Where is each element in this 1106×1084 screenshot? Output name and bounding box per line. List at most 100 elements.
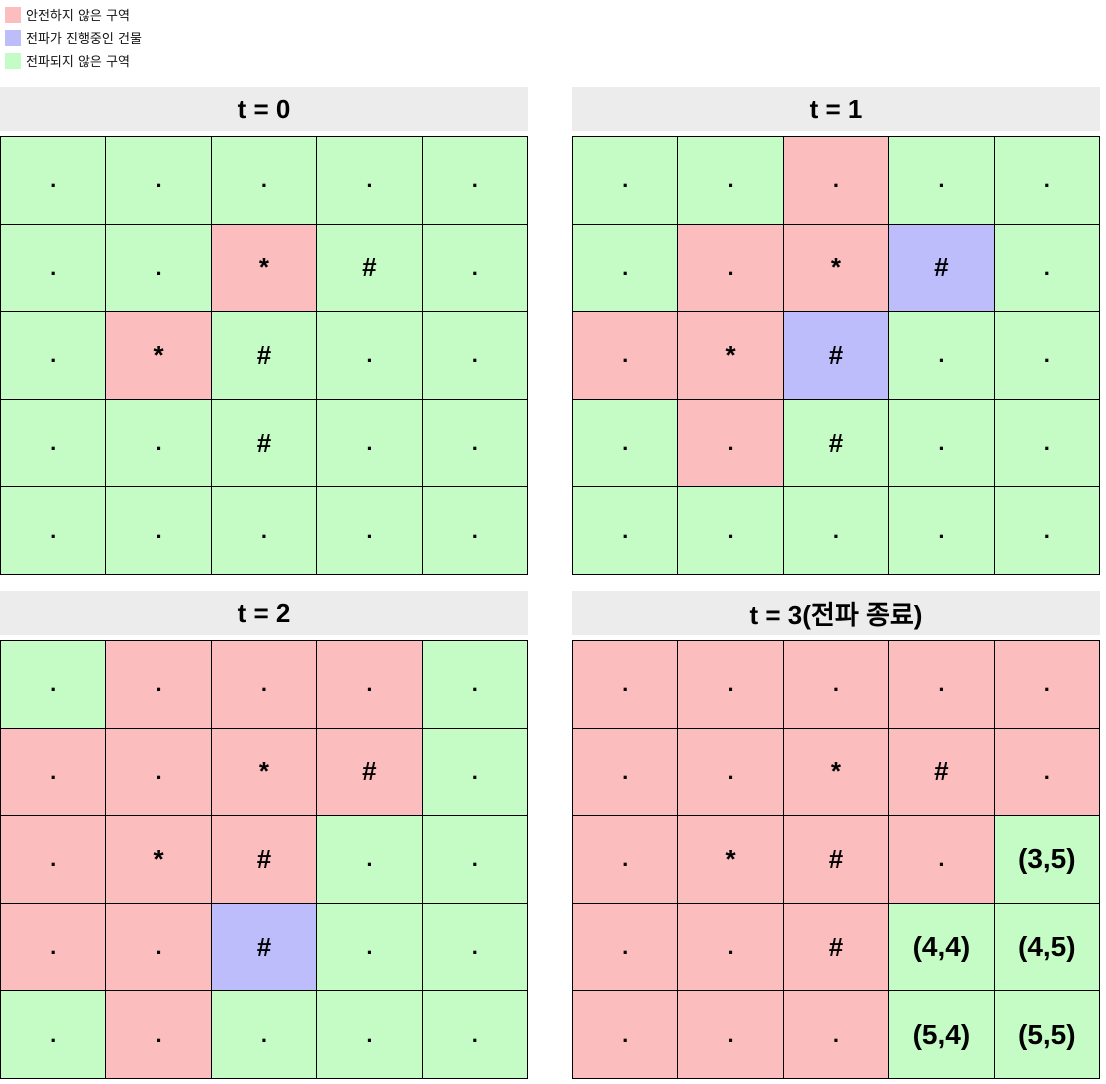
grid-cell-r1-c1: . [573, 641, 679, 729]
grid-cell-r1-c1: . [573, 137, 679, 225]
grid-cell-r1-c1: . [1, 641, 107, 729]
grid-cell-r1-c3: . [783, 137, 890, 225]
grid-cell-r1-c2: . [106, 641, 212, 729]
grid-cell-r3-c2: * [678, 312, 784, 400]
grid-cell-r4-c4: (4,4) [889, 903, 995, 992]
grid-cell-r3-c5: . [422, 816, 528, 904]
grid-cell-r5-c2: . [678, 991, 784, 1079]
panel-t3: t = 3(전파 종료) ....... * #.. * #. (3,5).. # (4,4)… [572, 591, 1100, 1079]
grid-cell-r2-c3: * [211, 224, 318, 313]
grid-cell-r5-c5: . [422, 991, 528, 1079]
grid-cell-r1-c1: . [1, 137, 107, 225]
legend-label-unsafe: 안전하지 않은 구역 [26, 9, 130, 24]
grid-cell-r2-c4: # [889, 728, 995, 817]
grid-cell-r3-c5: (3,5) [994, 816, 1100, 904]
grid-cell-r5-c4: . [317, 487, 423, 575]
grid-cell-r3-c1: . [573, 816, 679, 904]
grid-cell-r4-c3: # [783, 399, 890, 488]
grid-cell-r2-c5: . [422, 224, 528, 313]
grid-cell-r3-c4: . [889, 816, 995, 904]
grid-cell-r4-c3: # [783, 903, 890, 992]
grid-cell-r2-c4: # [317, 224, 423, 313]
grid-cell-r5-c5: . [994, 487, 1100, 575]
grid-cell-r5-c1: . [573, 991, 679, 1079]
grid-cell-r2-c1: . [1, 224, 107, 313]
grid-cell-r5-c1: . [573, 487, 679, 575]
grid-cell-r1-c5: . [994, 641, 1100, 729]
grid-cell-r3-c1: . [1, 816, 107, 904]
grid-cell-r2-c2: . [678, 224, 784, 313]
grid: ....... * #.. * #.... #....... [572, 136, 1100, 575]
grid-cell-r4-c5: . [422, 399, 528, 488]
panel-title: t = 1 [572, 87, 1100, 131]
grid-cell-r2-c5: . [422, 728, 528, 817]
legend: 안전하지 않은 구역 전파가 진행중인 건물 전파되지 않은 구역 [5, 3, 142, 72]
grid-cell-r4-c2: . [678, 399, 784, 488]
grid-cell-r5-c2: . [106, 487, 212, 575]
grid-cell-r3-c1: . [573, 312, 679, 400]
grid-cell-r2-c2: . [678, 728, 784, 817]
legend-swatch-unsafe [5, 6, 21, 23]
grid-cell-r2-c3: * [783, 224, 890, 313]
grid-cell-r4-c5: (4,5) [994, 903, 1100, 992]
grid-cell-r2-c1: . [1, 728, 107, 817]
grid-cell-r2-c1: . [573, 224, 679, 313]
grid-cell-r2-c4: # [317, 728, 423, 817]
grid-cell-r4-c1: . [1, 903, 107, 992]
grid-cell-r4-c5: . [422, 903, 528, 992]
grid-cell-r4-c4: . [317, 399, 423, 488]
grid-cell-r4-c2: . [678, 903, 784, 992]
grid-cell-r5-c3: . [783, 487, 890, 575]
grid-cell-r2-c4: # [889, 224, 995, 313]
grid-cell-r4-c1: . [573, 399, 679, 488]
grid-cell-r1-c5: . [994, 137, 1100, 225]
grid-cell-r3-c2: * [678, 816, 784, 904]
grid-cell-r1-c2: . [678, 137, 784, 225]
grid-cell-r4-c5: . [994, 399, 1100, 488]
grid-cell-r1-c4: . [889, 137, 995, 225]
grid-cell-r5-c4: . [889, 487, 995, 575]
grid-cell-r4-c2: . [106, 903, 212, 992]
grid-cell-r1-c3: . [783, 641, 890, 729]
grid-cell-r5-c1: . [1, 991, 107, 1079]
grid-cell-r3-c1: . [1, 312, 107, 400]
grid: ....... * #.. * #. (3,5).. # (4,4) (4,5)... (5,4)… [572, 640, 1100, 1079]
grid-cell-r4-c1: . [1, 399, 107, 488]
grid-cell-r1-c5: . [422, 641, 528, 729]
grid-cell-r5-c3: . [211, 991, 318, 1079]
grid-cell-r2-c5: . [994, 728, 1100, 817]
grid-cell-r1-c4: . [317, 641, 423, 729]
grid-cell-r1-c3: . [211, 137, 318, 225]
grid-cell-r3-c3: # [211, 312, 318, 400]
grid-cell-r5-c2: . [678, 487, 784, 575]
grid-cell-r3-c2: * [106, 816, 212, 904]
grid-cell-r5-c4: . [317, 991, 423, 1079]
legend-label-spreading: 전파가 진행중인 건물 [26, 32, 142, 47]
grid-cell-r1-c2: . [106, 137, 212, 225]
grid-cell-r4-c2: . [106, 399, 212, 488]
grid-cell-r5-c5: (5,5) [994, 991, 1100, 1079]
legend-item-safe: 전파되지 않은 구역 [5, 49, 142, 72]
grid-cell-r4-c4: . [889, 399, 995, 488]
legend-item-unsafe: 안전하지 않은 구역 [5, 3, 142, 26]
grid: ....... * #.. * #.... #....... [0, 640, 528, 1079]
legend-item-spreading: 전파가 진행중인 건물 [5, 26, 142, 49]
grid-cell-r3-c5: . [422, 312, 528, 400]
grid-cell-r2-c5: . [994, 224, 1100, 313]
grid-cell-r5-c3: . [783, 991, 890, 1079]
grid-cell-r5-c1: . [1, 487, 107, 575]
grid-cell-r3-c3: # [211, 816, 318, 904]
grid-cell-r3-c4: . [317, 312, 423, 400]
panel-t1: t = 1 ....... * #.. * #.... #....... [572, 87, 1100, 575]
grid-cell-r1-c5: . [422, 137, 528, 225]
grid: ....... * #.. * #.... #....... [0, 136, 528, 575]
panel-t2: t = 2 ....... * #.. * #.... #....... [0, 591, 528, 1079]
grid-cell-r3-c5: . [994, 312, 1100, 400]
grid-cell-r2-c1: . [573, 728, 679, 817]
legend-swatch-spreading [5, 29, 21, 46]
grid-cell-r3-c3: # [783, 816, 890, 904]
grid-cell-r5-c4: (5,4) [889, 991, 995, 1079]
grid-cell-r4-c1: . [573, 903, 679, 992]
grid-cell-r3-c4: . [317, 816, 423, 904]
panel-title: t = 3(전파 종료) [572, 591, 1100, 635]
